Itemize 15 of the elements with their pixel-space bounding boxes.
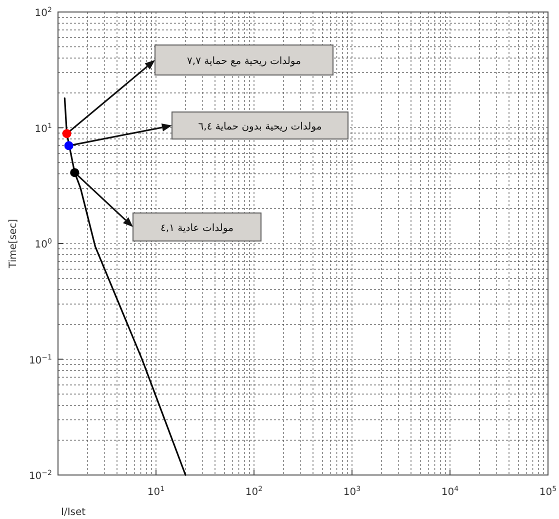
- annotation: مولدات عادية ٤,١: [160, 223, 234, 234]
- y-axis-title: Time[sec]: [8, 218, 19, 270]
- x-tick-label: 10$^{3}$: [343, 485, 361, 498]
- x-tick-label: 10$^{1}$: [147, 485, 165, 498]
- y-tick-label: 10$^{0}$: [34, 238, 52, 250]
- x-axis-title: I/Iset: [61, 507, 86, 518]
- annotation: مولدات ريحية مع حماية ٧,٧: [187, 56, 301, 67]
- y-tick-label: 10$^{−2}$: [28, 469, 52, 482]
- y-tick-label: 10$^{1}$: [34, 122, 52, 135]
- x-tick-label: 10$^{2}$: [245, 485, 263, 498]
- annotation: مولدات ريحية بدون حماية ٦,٤: [198, 122, 322, 132]
- y-tick-label: 10$^{−1}$: [28, 353, 52, 366]
- y-tick-label: 10$^{2}$: [34, 6, 52, 19]
- x-tick-label: 10$^{5}$: [539, 485, 557, 498]
- x-tick-label: 10$^{4}$: [441, 485, 460, 498]
